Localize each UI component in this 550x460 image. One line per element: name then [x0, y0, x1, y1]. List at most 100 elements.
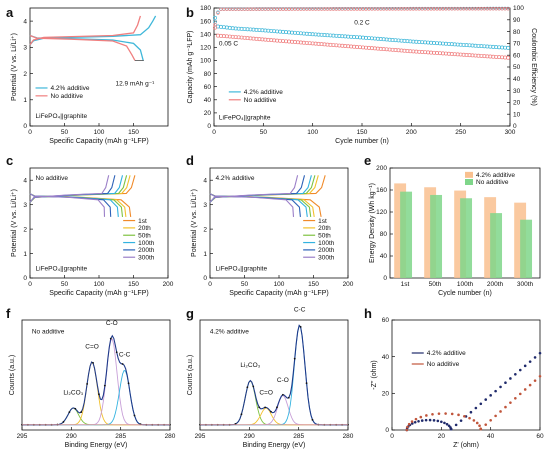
y-tick-label: 0: [23, 123, 27, 130]
x-axis-label: Cycle number (n): [438, 290, 492, 297]
y-tick-label: 40: [380, 253, 388, 260]
eis-point: [514, 372, 517, 376]
charge-curve: [209, 175, 299, 203]
bar-No additive: [490, 213, 503, 278]
legend-label: 4.2% additive: [476, 172, 515, 179]
y-right-tick-label: 50: [513, 64, 521, 71]
raw-point: [234, 423, 237, 425]
y-tick-label: 20: [204, 110, 212, 117]
chart-f: 295 290 285 280 Binding Energy (eV) Counts (a…: [9, 319, 176, 449]
plot-frame: [391, 319, 541, 431]
y-tick-label: 1: [203, 251, 207, 258]
eis-point: [533, 356, 537, 359]
legend-additive-label: 4.2% additive: [427, 350, 466, 357]
x-tick-label: 150: [128, 281, 139, 288]
panel-f: f: [6, 306, 11, 321]
system-label: LiFePO₄||graphite: [219, 114, 271, 121]
eis-point: [468, 416, 471, 420]
y-axis-label: -Z'' (ohm): [371, 360, 378, 390]
x-tick-label: 50: [61, 129, 69, 136]
legend-50th-label: 50th: [138, 232, 151, 239]
category-label: 300th: [517, 281, 534, 288]
x-tick-label: 100: [274, 281, 285, 288]
panel-e: e: [364, 153, 371, 168]
eis-point: [489, 418, 492, 422]
legend-20th-label: 20th: [138, 225, 151, 232]
eis-point: [411, 422, 414, 425]
raw-point: [74, 407, 77, 410]
eis-point: [440, 420, 443, 424]
legend-200th-label: 200th: [318, 247, 335, 254]
ce-point: [213, 22, 217, 27]
x-tick-label: 40: [487, 433, 495, 440]
legend-no-additive-label: No additive: [427, 361, 460, 368]
y-axis-label: Counts (a.u.): [187, 355, 194, 395]
y-right-tick-label: 80: [513, 29, 521, 36]
y-right-axis-label: Coulombic Efficiency (%): [530, 28, 537, 106]
ce-point: [213, 20, 217, 24]
y-tick-label: 160: [200, 18, 211, 25]
eis-point: [457, 413, 460, 417]
x-tick-label: 0: [208, 281, 212, 288]
legend-200th-label: 200th: [138, 247, 155, 254]
category-label: 50th: [429, 281, 442, 288]
peak-label: C=O: [85, 343, 99, 350]
eis-point: [449, 427, 453, 431]
x-tick-label: 285: [115, 433, 126, 440]
panel-b-letter: b: [186, 5, 194, 20]
panel-c-letter: c: [6, 153, 13, 168]
eis-point: [444, 412, 447, 415]
y-right-tick-label: 20: [513, 100, 521, 107]
x-tick-label: 20: [438, 433, 446, 440]
eis-point: [523, 364, 527, 368]
category-label: 100th: [457, 281, 474, 288]
raw-point: [293, 357, 296, 360]
x-tick-label: 150: [308, 281, 319, 288]
panel-a: a: [6, 5, 14, 20]
plot-frame: [199, 319, 349, 431]
eis-point: [472, 419, 476, 422]
raw-point: [258, 406, 261, 409]
panel-h: h: [364, 306, 372, 321]
y-tick-label: 60: [204, 84, 212, 91]
y-tick-label: 0: [23, 275, 27, 282]
panel-c: c: [6, 153, 13, 168]
eis-point: [437, 412, 441, 415]
x-axis-label: Specific Capacity (mAh g⁻¹LFP): [49, 138, 148, 145]
raw-point: [264, 406, 267, 409]
eis-point: [475, 421, 479, 425]
eis-point: [538, 374, 542, 378]
y-tick-label: 20: [382, 391, 390, 398]
ce-point: [506, 7, 510, 11]
system-label: LiFePO₄||graphite: [36, 266, 88, 273]
eis-point: [436, 419, 440, 423]
x-tick-label: 280: [343, 433, 354, 440]
y-tick-label: 80: [380, 231, 388, 238]
raw-point: [240, 413, 243, 416]
bar-No additive: [400, 191, 413, 278]
panel-title: No additive: [36, 175, 69, 182]
x-tick-label: 100: [94, 281, 105, 288]
raw-point: [109, 337, 112, 340]
raw-point: [252, 385, 255, 388]
x-axis-label: Binding Energy (eV): [243, 442, 306, 449]
eis-point: [528, 383, 532, 387]
eis-point: [431, 412, 434, 416]
eis-point: [443, 421, 446, 425]
panel-title: No additive: [32, 329, 65, 336]
bar-No additive: [520, 219, 533, 278]
x-tick-label: 300: [505, 129, 516, 136]
fit-peak: [200, 394, 348, 426]
y-right-tick-label: 10: [513, 111, 521, 118]
x-tick-label: 0: [212, 129, 216, 136]
category-label: 200th: [487, 281, 504, 288]
eis-point: [454, 423, 458, 427]
y-tick-label: 4: [203, 177, 207, 184]
plot-frame: [209, 167, 349, 279]
eis-point: [450, 412, 454, 416]
raw-point: [305, 382, 308, 385]
raw-point: [270, 410, 272, 413]
legend-swatch: [465, 179, 473, 185]
legend-300th-label: 300th: [138, 254, 155, 261]
